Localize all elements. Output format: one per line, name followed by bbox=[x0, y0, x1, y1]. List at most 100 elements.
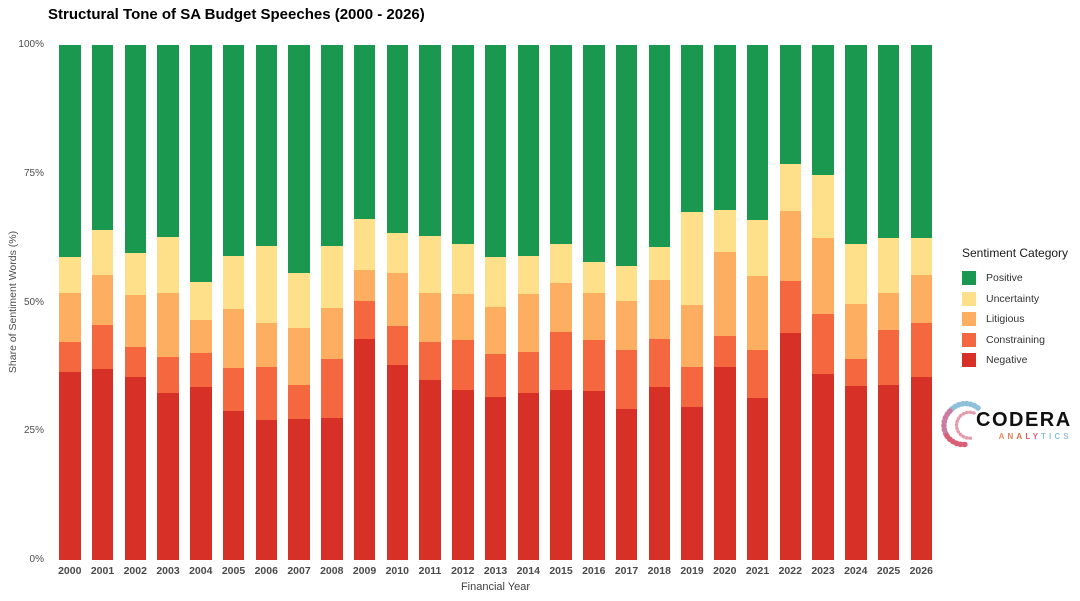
segment-uncertainty bbox=[812, 174, 834, 239]
segment-constraining bbox=[157, 356, 179, 394]
segment-constraining bbox=[353, 300, 376, 340]
segment-litigious bbox=[452, 293, 474, 341]
segment-negative bbox=[255, 419, 277, 560]
segment-positive bbox=[746, 45, 769, 221]
bar-2002 bbox=[124, 45, 146, 560]
segment-litigious bbox=[746, 276, 769, 350]
segment-negative bbox=[615, 408, 638, 560]
segment-negative bbox=[157, 393, 179, 560]
x-tick-2001: 2001 bbox=[90, 565, 115, 577]
bar-2024 bbox=[845, 45, 867, 560]
segment-uncertainty bbox=[157, 237, 179, 293]
segment-uncertainty bbox=[877, 238, 900, 294]
segment-constraining bbox=[779, 280, 801, 333]
segment-litigious bbox=[484, 306, 507, 354]
segment-positive bbox=[714, 45, 736, 210]
x-tick-2026: 2026 bbox=[909, 565, 933, 577]
legend-item-uncertainty: Uncertainty bbox=[962, 289, 1068, 310]
segment-negative bbox=[321, 418, 343, 560]
segment-negative bbox=[583, 390, 605, 560]
segment-positive bbox=[124, 45, 146, 254]
x-tick-2010: 2010 bbox=[385, 565, 409, 577]
x-tick-2016: 2016 bbox=[582, 565, 606, 577]
bar-2020 bbox=[714, 45, 736, 560]
segment-constraining bbox=[681, 366, 703, 407]
segment-positive bbox=[190, 45, 212, 282]
x-tick-2009: 2009 bbox=[352, 565, 377, 577]
segment-litigious bbox=[615, 301, 638, 350]
x-tick-2020: 2020 bbox=[713, 565, 737, 577]
segment-positive bbox=[222, 45, 245, 257]
segment-constraining bbox=[321, 359, 343, 419]
bar-2003 bbox=[157, 45, 179, 560]
segment-positive bbox=[157, 45, 179, 238]
segment-litigious bbox=[386, 273, 408, 327]
segment-constraining bbox=[419, 341, 441, 380]
segment-positive bbox=[419, 45, 441, 237]
plot-area bbox=[59, 45, 932, 560]
segment-negative bbox=[190, 387, 212, 560]
segment-negative bbox=[288, 418, 310, 560]
segment-uncertainty bbox=[517, 256, 539, 294]
x-tick-2002: 2002 bbox=[123, 565, 147, 577]
segment-negative bbox=[517, 392, 539, 560]
segment-uncertainty bbox=[386, 232, 408, 274]
segment-positive bbox=[812, 45, 834, 175]
legend-swatch-negative bbox=[962, 353, 976, 368]
segment-positive bbox=[648, 45, 670, 247]
y-axis-ticks: 0% 25% 50% 75% 100% bbox=[0, 39, 46, 565]
bar-2013 bbox=[484, 45, 507, 560]
legend-swatch-litigious bbox=[962, 312, 976, 327]
legend-swatch-positive bbox=[962, 271, 976, 286]
bar-2016 bbox=[583, 45, 605, 560]
x-tick-2003: 2003 bbox=[156, 565, 180, 577]
bar-2005 bbox=[222, 45, 245, 560]
segment-constraining bbox=[714, 336, 736, 367]
bar-2025 bbox=[877, 45, 900, 560]
x-axis-title: Financial Year bbox=[460, 581, 531, 593]
segment-negative bbox=[386, 364, 408, 560]
segment-litigious bbox=[419, 293, 441, 342]
segment-positive bbox=[845, 45, 867, 245]
x-tick-2006: 2006 bbox=[254, 565, 278, 577]
segment-constraining bbox=[59, 341, 81, 372]
segment-uncertainty bbox=[255, 245, 277, 324]
segment-positive bbox=[517, 45, 539, 257]
x-tick-2024: 2024 bbox=[844, 565, 868, 577]
segment-constraining bbox=[255, 366, 277, 420]
x-tick-2012: 2012 bbox=[451, 565, 475, 577]
segment-constraining bbox=[386, 326, 408, 365]
segment-constraining bbox=[517, 351, 539, 393]
x-tick-2018: 2018 bbox=[647, 565, 671, 577]
bar-2019 bbox=[681, 45, 703, 560]
segment-litigious bbox=[648, 279, 670, 339]
segment-uncertainty bbox=[779, 163, 801, 211]
segment-positive bbox=[681, 45, 703, 212]
bar-2014 bbox=[517, 45, 539, 560]
segment-uncertainty bbox=[59, 257, 81, 294]
legend-label: Uncertainty bbox=[986, 292, 1040, 305]
segment-constraining bbox=[222, 368, 245, 412]
segment-uncertainty bbox=[746, 220, 769, 277]
segment-uncertainty bbox=[550, 244, 572, 283]
segment-negative bbox=[124, 376, 146, 560]
segment-litigious bbox=[550, 282, 572, 332]
segment-uncertainty bbox=[845, 244, 867, 304]
x-tick-2014: 2014 bbox=[516, 565, 540, 577]
segment-positive bbox=[91, 45, 114, 230]
segment-constraining bbox=[452, 340, 474, 391]
chart-title: Structural Tone of SA Budget Speeches (2… bbox=[48, 6, 425, 23]
x-tick-2013: 2013 bbox=[483, 565, 508, 577]
segment-positive bbox=[255, 45, 277, 246]
segment-positive bbox=[59, 45, 81, 258]
segment-constraining bbox=[812, 313, 834, 375]
bar-2015 bbox=[550, 45, 572, 560]
segment-negative bbox=[419, 379, 441, 560]
segment-negative bbox=[648, 387, 670, 560]
segment-positive bbox=[877, 45, 900, 239]
segment-uncertainty bbox=[714, 209, 736, 252]
x-tick-2005: 2005 bbox=[221, 565, 246, 577]
x-tick-2023: 2023 bbox=[811, 565, 835, 577]
segment-negative bbox=[353, 339, 376, 560]
